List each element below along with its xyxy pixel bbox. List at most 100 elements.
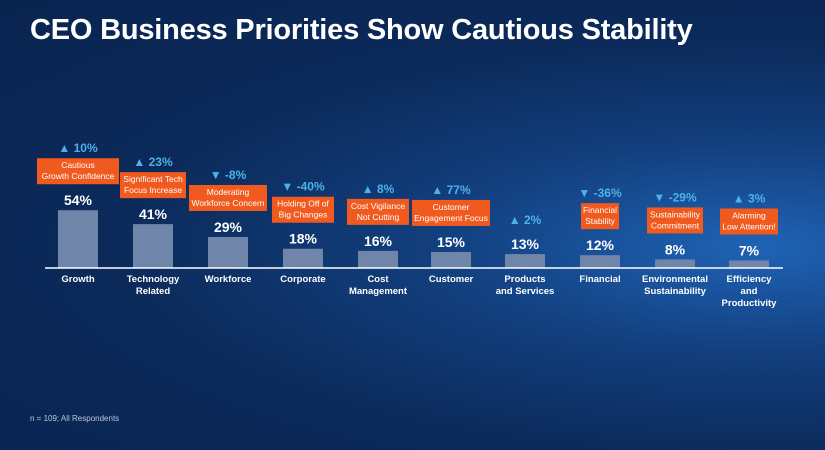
category-label-line: Environmental <box>642 274 708 285</box>
category-label-line: Technology <box>127 274 180 285</box>
bar-10 <box>729 260 769 268</box>
category-label-9: Environmental Sustainability <box>642 274 708 297</box>
callout-text-1: Cautious <box>61 160 95 170</box>
callout-text-3: Moderating <box>207 187 250 197</box>
bar-2 <box>133 224 173 268</box>
value-label-4: 18% <box>289 231 318 247</box>
category-label-line: Productivity <box>722 298 778 309</box>
category-label-line: Cost <box>367 274 389 285</box>
bar-8 <box>580 255 620 268</box>
arrow-up-icon: ▲ <box>431 183 446 197</box>
category-label-8: Financial <box>579 274 620 285</box>
arrow-up-icon: ▲ <box>362 182 377 196</box>
bar-1 <box>58 210 98 268</box>
page-title: CEO Business Priorities Show Cautious St… <box>30 14 693 46</box>
bar-3 <box>208 236 248 268</box>
category-label-3: Workforce <box>205 274 252 285</box>
change-label-5: ▲ 8% <box>362 182 395 196</box>
callout-text-1: Growth Confidence <box>42 171 115 181</box>
category-label-line: Sustainability <box>644 286 706 297</box>
category-label-2: Technology Related <box>127 274 180 297</box>
arrow-down-icon: ▼ <box>281 180 296 194</box>
change-label-3: ▼ -8% <box>210 168 247 182</box>
category-label-line: Financial <box>579 274 620 285</box>
arrow-up-icon: ▲ <box>509 213 524 227</box>
bar-5 <box>358 250 398 268</box>
callout-box-2 <box>120 172 186 199</box>
callout-text-5: Not Cutting <box>357 212 400 222</box>
change-label-7: ▲ 2% <box>509 213 542 227</box>
callout-text-10: Alarming <box>732 211 766 221</box>
callout-text-8: Stability <box>585 216 616 226</box>
change-percent: -36% <box>594 186 622 200</box>
arrow-up-icon: ▲ <box>733 192 748 206</box>
category-label-line: Products <box>504 274 545 285</box>
bar-4 <box>283 248 323 268</box>
change-percent: 2% <box>524 213 542 227</box>
callout-text-4: Holding Off of <box>277 199 329 209</box>
value-label-3: 29% <box>214 219 243 235</box>
category-label-line: and <box>741 286 758 297</box>
arrow-down-icon: ▼ <box>653 190 668 204</box>
category-label-1: Growth <box>61 274 94 285</box>
category-label-line: Workforce <box>205 274 252 285</box>
callout-text-6: Engagement Focus <box>414 213 488 223</box>
callout-text-8: Financial <box>583 205 617 215</box>
value-label-8: 12% <box>586 237 615 253</box>
value-label-7: 13% <box>511 236 540 252</box>
category-label-7: Products and Services <box>496 274 555 297</box>
callout-text-6: Customer <box>433 202 470 212</box>
category-label-line: Management <box>349 286 408 297</box>
arrow-down-icon: ▼ <box>210 168 225 182</box>
change-label-9: ▼ -29% <box>653 190 697 204</box>
callout-box-3 <box>189 184 267 211</box>
change-percent: -40% <box>297 180 325 194</box>
change-percent: 10% <box>74 141 98 155</box>
arrow-up-icon: ▲ <box>133 155 148 169</box>
bar-7 <box>505 254 545 268</box>
change-label-8: ▼ -36% <box>578 186 622 200</box>
category-label-line: Corporate <box>280 274 325 285</box>
bar-6 <box>431 251 471 268</box>
arrow-down-icon: ▼ <box>578 186 593 200</box>
callout-box-1 <box>37 158 119 185</box>
callout-box-5 <box>347 198 409 225</box>
change-label-10: ▲ 3% <box>733 192 766 206</box>
value-label-10: 7% <box>739 243 760 259</box>
arrow-up-icon: ▲ <box>58 141 73 155</box>
category-label-10: Efficiency and Productivity <box>722 274 778 309</box>
callout-text-4: Big Changes <box>279 210 328 220</box>
value-label-2: 41% <box>139 206 168 222</box>
callout-text-5: Cost Vigilance <box>351 201 405 211</box>
footnote: n = 109; All Respondents <box>30 414 120 423</box>
callout-text-3: Workforce Concern <box>191 198 264 208</box>
change-percent: 77% <box>447 183 471 197</box>
category-label-6: Customer <box>429 274 474 285</box>
callout-box-9 <box>647 207 703 234</box>
value-label-9: 8% <box>665 241 686 257</box>
callout-text-10: Low Attention! <box>722 222 775 232</box>
change-percent: -8% <box>225 168 247 182</box>
callout-box-4 <box>272 196 334 223</box>
value-label-5: 16% <box>364 233 393 249</box>
callout-box-10 <box>720 208 778 235</box>
change-label-6: ▲ 77% <box>431 183 471 197</box>
bar-9 <box>655 259 695 268</box>
callout-text-9: Sustainability <box>650 209 701 219</box>
change-label-4: ▼ -40% <box>281 180 325 194</box>
change-label-2: ▲ 23% <box>133 155 173 169</box>
change-percent: 23% <box>149 155 173 169</box>
category-label-5: Cost Management <box>349 274 408 297</box>
change-percent: 3% <box>748 192 766 206</box>
category-label-line: Customer <box>429 274 474 285</box>
callout-text-2: Significant Tech <box>123 174 183 184</box>
change-percent: 8% <box>377 182 395 196</box>
change-label-1: ▲ 10% <box>58 141 98 155</box>
value-label-6: 15% <box>437 234 466 250</box>
callout-text-9: Commitment <box>651 220 700 230</box>
value-label-1: 54% <box>64 192 93 208</box>
category-label-line: Growth <box>61 274 94 285</box>
callout-text-2: Focus Increase <box>124 185 182 195</box>
category-label-4: Corporate <box>280 274 325 285</box>
